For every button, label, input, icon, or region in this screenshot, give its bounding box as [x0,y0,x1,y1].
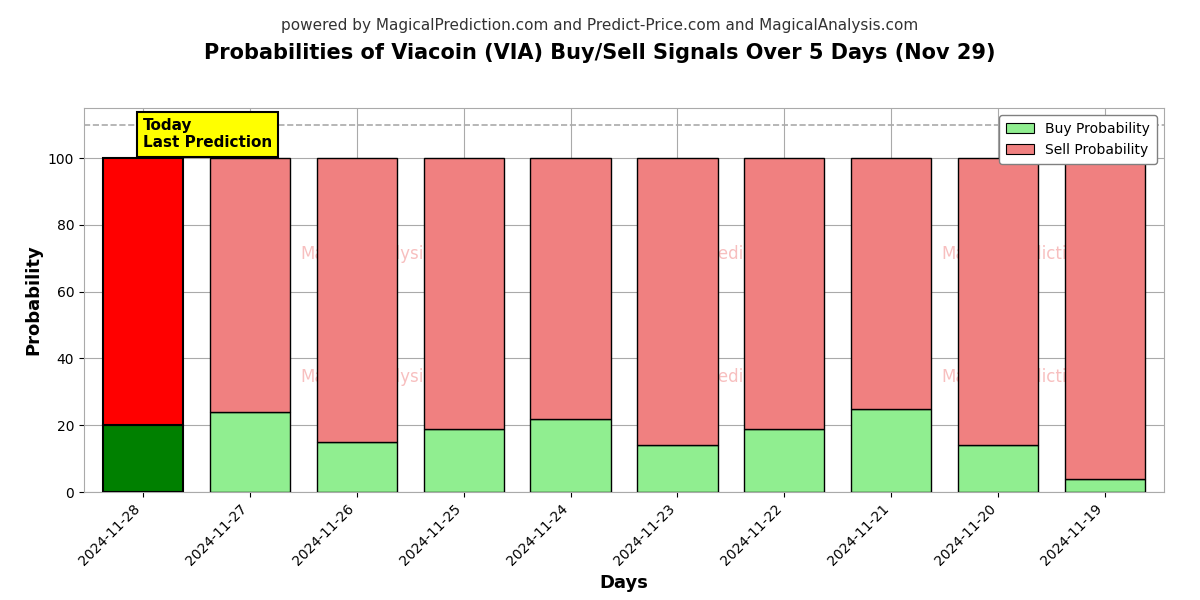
Text: MagicalAnalysis.com: MagicalAnalysis.com [300,368,473,386]
Y-axis label: Probability: Probability [24,245,42,355]
Bar [637,445,718,492]
Bar [210,412,290,492]
Bar [958,158,1038,445]
Bar [637,158,718,445]
Bar [317,158,397,442]
Bar [103,158,182,425]
Bar [1066,479,1145,492]
Bar [103,425,182,492]
Bar [851,409,931,492]
Text: Probabilities of Viacoin (VIA) Buy/Sell Signals Over 5 Days (Nov 29): Probabilities of Viacoin (VIA) Buy/Sell … [204,43,996,63]
Text: MagicalPrediction.com: MagicalPrediction.com [941,245,1128,263]
Bar [317,442,397,492]
Text: MagicalPrediction.com: MagicalPrediction.com [638,245,826,263]
Bar [210,158,290,412]
Bar [851,158,931,409]
Bar [424,158,504,428]
Text: MagicalPrediction.com: MagicalPrediction.com [638,368,826,386]
Bar [958,445,1038,492]
Bar [1066,158,1145,479]
Bar [424,428,504,492]
Text: MagicalPrediction.com: MagicalPrediction.com [941,368,1128,386]
Bar [744,428,824,492]
Bar [530,419,611,492]
X-axis label: Days: Days [600,574,648,592]
Text: powered by MagicalPrediction.com and Predict-Price.com and MagicalAnalysis.com: powered by MagicalPrediction.com and Pre… [281,18,919,33]
Text: Today
Last Prediction: Today Last Prediction [143,118,272,151]
Legend: Buy Probability, Sell Probability: Buy Probability, Sell Probability [1000,115,1157,164]
Bar [744,158,824,428]
Bar [530,158,611,419]
Text: MagicalAnalysis.com: MagicalAnalysis.com [300,245,473,263]
